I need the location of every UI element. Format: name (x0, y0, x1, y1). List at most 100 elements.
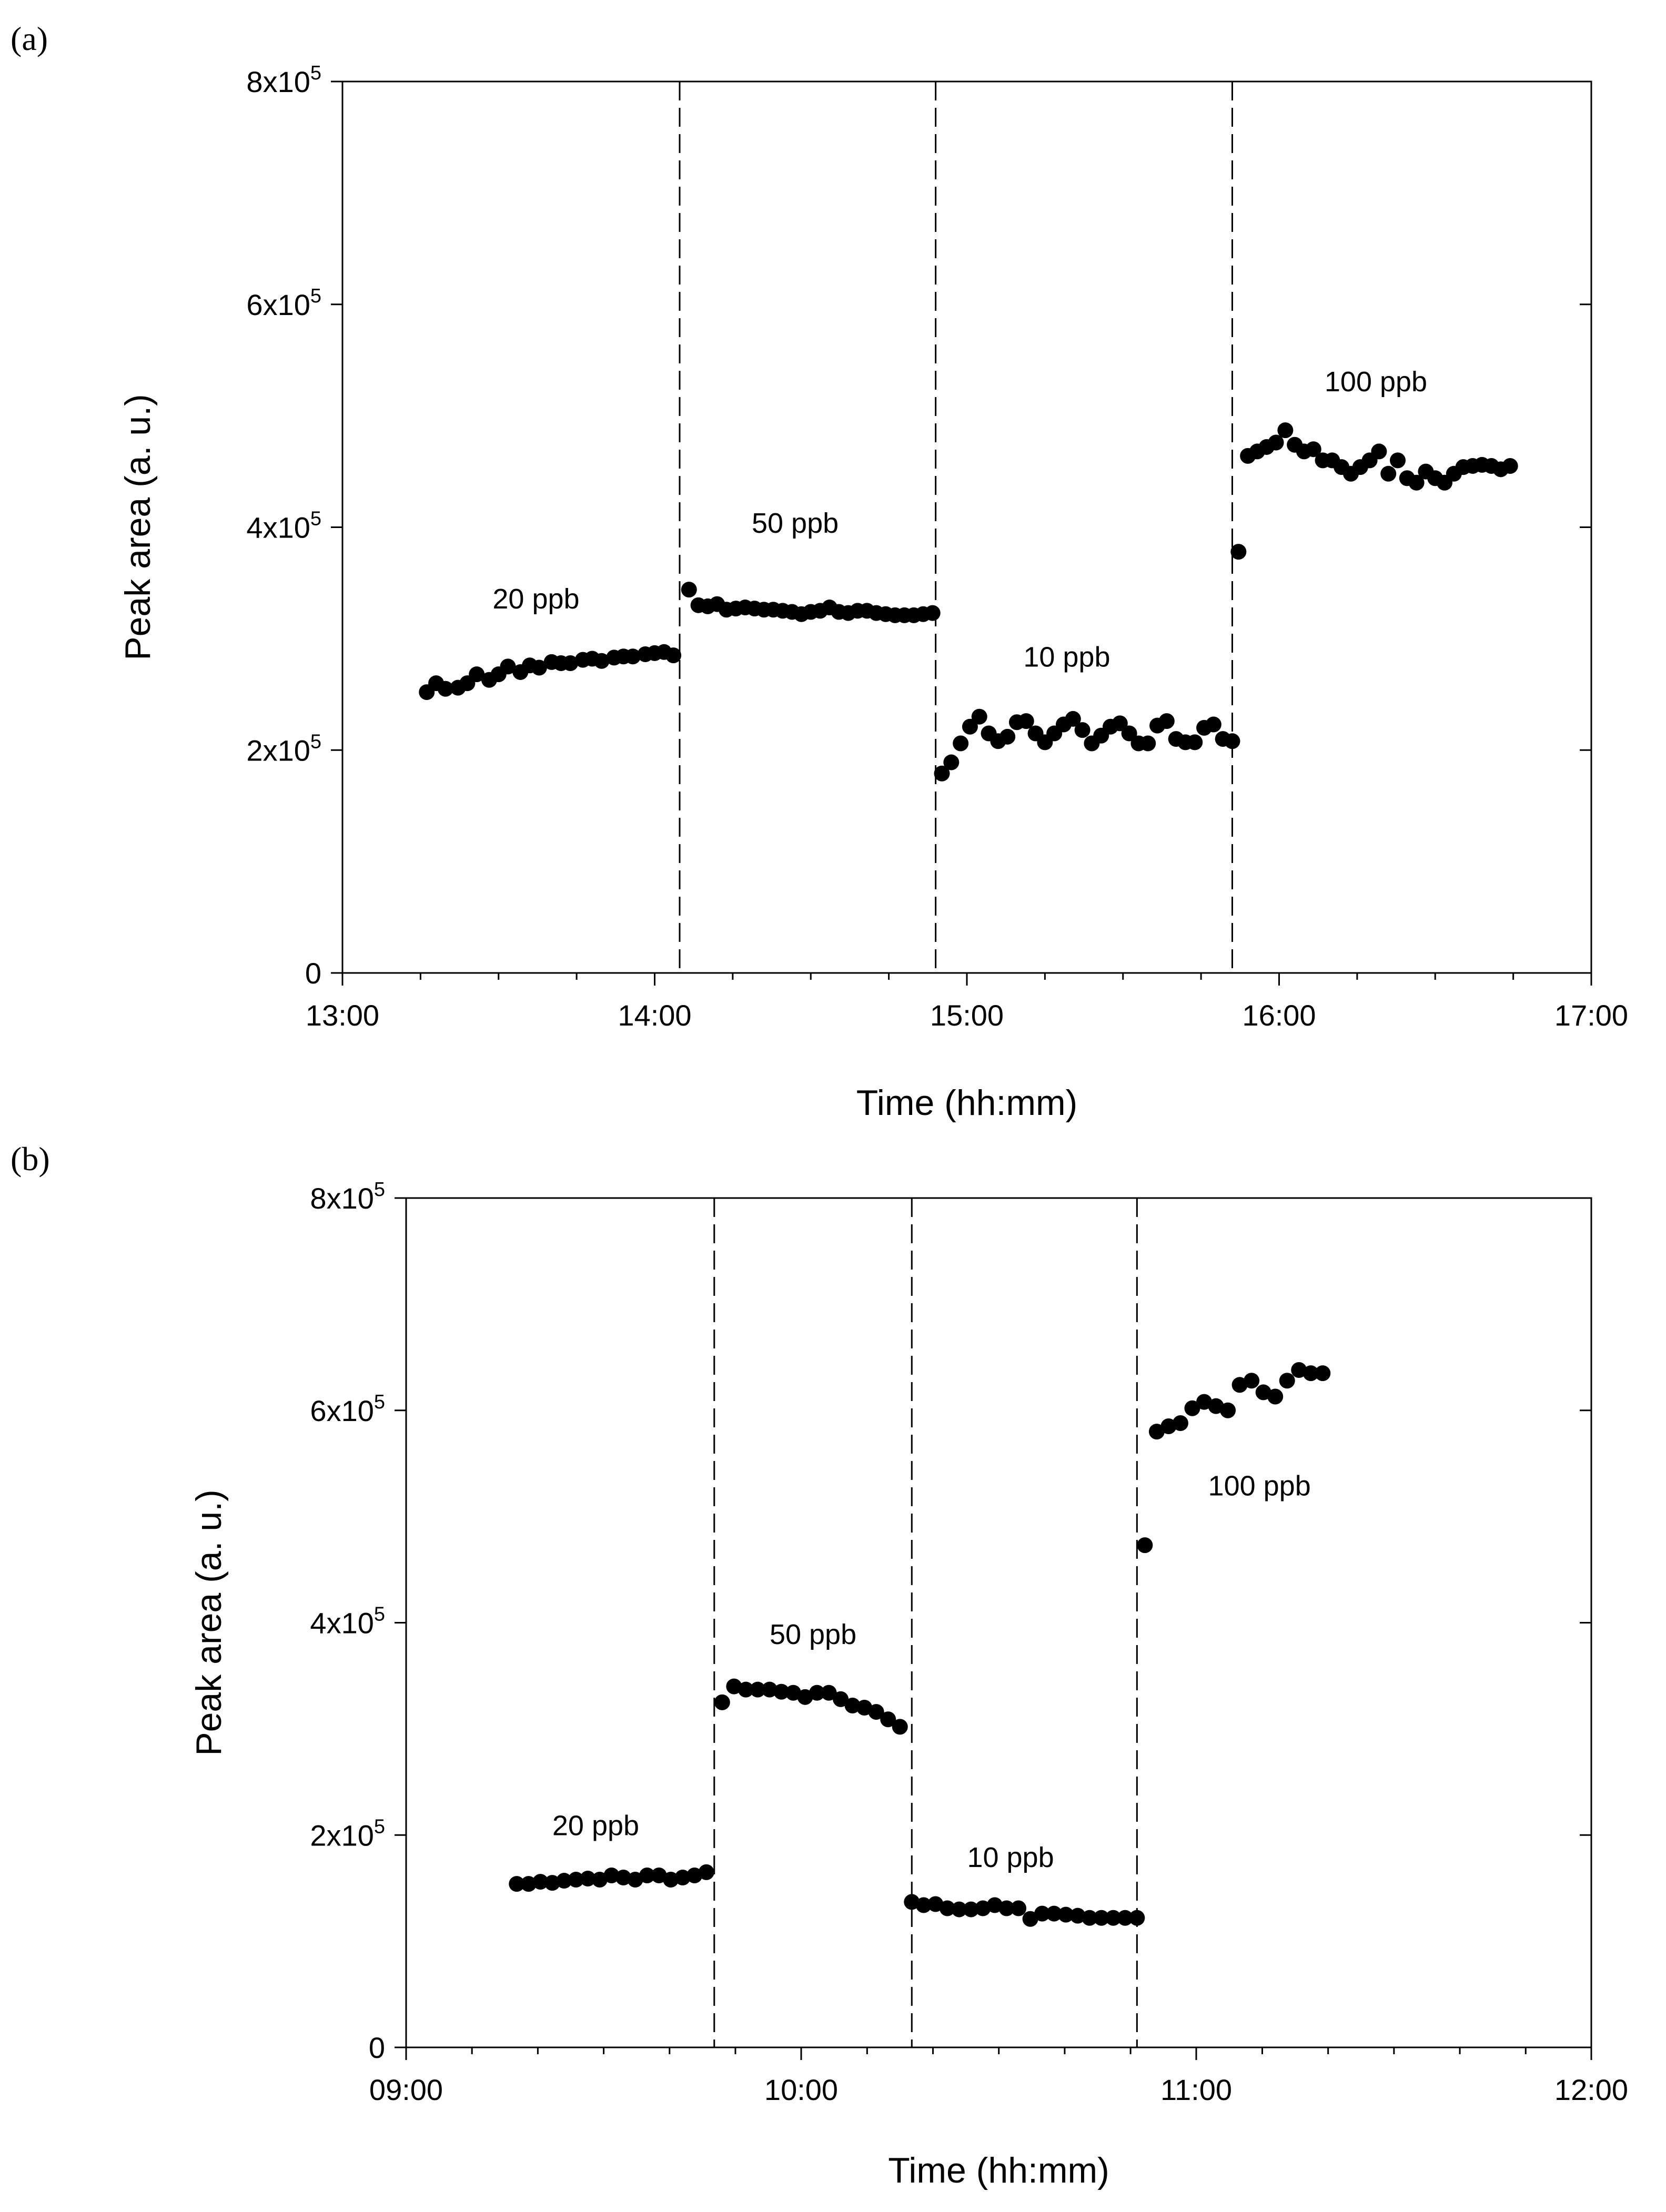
data-point (924, 605, 941, 621)
y-tick-label: 0 (369, 2031, 385, 2064)
panel-b-chart: (b) 0 2x105 4x105 6x105 8x105 09:00 10:00 11:00 1… (11, 1140, 1628, 2190)
data-point (568, 1872, 584, 1888)
data-point (1268, 434, 1284, 451)
data-point (591, 1872, 608, 1888)
data-point (726, 1678, 742, 1694)
y-tick-label: 8x105 (246, 62, 321, 98)
data-point (1158, 713, 1175, 729)
y-tick-label: 6x105 (310, 1391, 385, 1427)
data-point (951, 1901, 967, 1917)
data-point (986, 1897, 1003, 1913)
data-point (674, 1870, 691, 1885)
data-point (1121, 725, 1137, 742)
data-point (615, 1870, 632, 1885)
data-point (880, 1711, 896, 1728)
data-point (975, 1900, 991, 1916)
data-point (856, 1700, 873, 1716)
panel-a-chart: (a) 0 2x105 4x105 6x105 8x105 13:00 14:00 15:00 1… (11, 20, 1628, 1123)
data-point (1208, 1398, 1224, 1414)
data-point (603, 1867, 620, 1883)
data-point (1231, 1377, 1248, 1393)
y-tick-label: 2x105 (246, 730, 321, 767)
data-point (624, 648, 641, 665)
data-point (681, 582, 697, 598)
data-point (773, 1683, 790, 1700)
x-axis-title: Time (hh:mm) (888, 2150, 1109, 2190)
data-point (1034, 1905, 1051, 1922)
data-point (1230, 544, 1247, 560)
data-point (943, 754, 960, 770)
x-tick-label: 14:00 (618, 999, 691, 1032)
y-axis-title: Peak area (a. u.) (189, 1489, 229, 1756)
data-point (714, 1694, 730, 1710)
data-point (1279, 1373, 1295, 1389)
data-point (1065, 711, 1081, 727)
x-tick-label: 12:00 (1554, 2073, 1628, 2106)
concentration-label: 100 ppb (1208, 1470, 1311, 1501)
data-point (1390, 452, 1406, 469)
data-point (544, 1875, 560, 1891)
data-point (686, 1867, 703, 1883)
x-axis-title: Time (hh:mm) (856, 1083, 1078, 1123)
data-point (1502, 458, 1518, 474)
data-point (833, 1691, 849, 1707)
data-point (998, 1900, 1015, 1916)
data-point (1187, 734, 1203, 750)
data-point (934, 765, 950, 782)
y-axis-title: Peak area (a. u.) (118, 394, 158, 660)
data-point (844, 1697, 861, 1713)
data-point (1046, 1905, 1062, 1922)
data-point (531, 659, 547, 676)
data-point (1205, 716, 1221, 733)
data-point (821, 1685, 837, 1701)
data-point (750, 1681, 766, 1698)
x-tick-label: 09:00 (369, 2073, 443, 2106)
data-point (580, 1871, 596, 1887)
data-point (1112, 715, 1128, 732)
data-point (927, 1896, 944, 1912)
concentration-label: 50 ppb (770, 1619, 856, 1650)
concentration-label: 20 ppb (492, 583, 579, 615)
data-point (915, 1897, 932, 1913)
data-point (1302, 1365, 1319, 1382)
y-tick-label: 4x105 (310, 1604, 385, 1640)
data-point (809, 1685, 825, 1701)
x-tick-label: 11:00 (1160, 2073, 1232, 2106)
data-point (1244, 1373, 1260, 1389)
y-tick-label: 8x105 (310, 1179, 385, 1215)
data-point (1069, 1907, 1086, 1924)
data-point (1305, 441, 1321, 458)
data-point (785, 1685, 801, 1701)
data-point (1140, 735, 1156, 752)
data-point (509, 1876, 525, 1892)
data-point (1117, 1910, 1133, 1926)
data-point (665, 647, 682, 664)
concentration-label: 10 ppb (1023, 641, 1110, 673)
data-point (1380, 465, 1397, 482)
x-tick-label: 15:00 (930, 999, 1004, 1032)
concentration-label: 10 ppb (967, 1842, 1054, 1873)
x-tick-label: 10:00 (764, 2073, 838, 2106)
data-point (1172, 1415, 1188, 1431)
data-point (1093, 1910, 1109, 1926)
data-point (663, 1872, 679, 1888)
data-point (698, 1864, 714, 1880)
data-point (639, 1867, 655, 1883)
data-point (1224, 733, 1240, 749)
data-point (1291, 1362, 1307, 1378)
y-tick-label: 2x105 (310, 1815, 385, 1852)
y-tick-label: 0 (305, 957, 321, 990)
data-point (1277, 422, 1294, 439)
data-point (1082, 1910, 1098, 1926)
x-tick-label: 13:00 (306, 999, 379, 1032)
data-point (520, 1876, 537, 1892)
x-tick-label: 17:00 (1554, 999, 1628, 1032)
data-point (1255, 1384, 1271, 1401)
data-point (999, 728, 1016, 745)
data-point (1105, 1910, 1122, 1926)
data-point (1315, 1365, 1331, 1382)
panel-label: (a) (11, 20, 48, 57)
data-point (761, 1681, 778, 1698)
data-point (797, 1689, 813, 1705)
